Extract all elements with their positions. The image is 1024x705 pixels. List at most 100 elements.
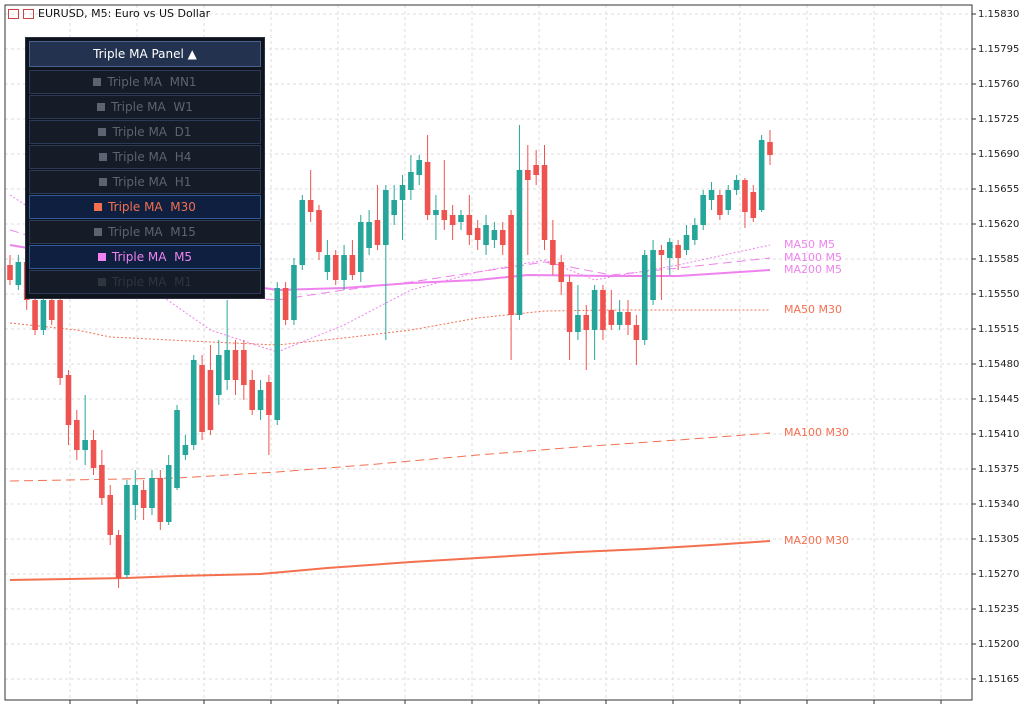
candle-body [357,222,364,272]
y-tick-label: 1.15165 [978,674,1019,685]
y-tick-label: 1.15200 [978,639,1019,650]
y-tick-label: 1.15235 [978,604,1019,615]
candle-body [307,200,314,212]
candle-body [266,382,272,415]
candle-body [324,255,331,272]
candle-body [65,375,72,425]
candle-body [633,325,640,340]
y-tick-label: 1.15830 [978,9,1019,20]
candle-body [316,210,322,252]
button-label: Triple MA H1 [112,175,192,189]
button-label: Triple MA M15 [108,225,196,239]
y-tick-label: 1.15760 [978,79,1019,90]
candle-body [666,242,673,258]
state-square [97,103,106,111]
timeframe-button[interactable]: Triple MA M5 [29,245,261,269]
candle-body [558,262,565,282]
state-square [98,153,107,161]
candle-body [525,170,531,180]
candle-body [458,215,464,222]
state-square [94,203,103,211]
y-tick-label: 1.15270 [978,569,1019,580]
candle-body [600,290,606,330]
candle-body [341,255,347,280]
candle-body [249,380,255,410]
y-tick-label: 1.15690 [978,149,1019,160]
candle-body [708,190,715,200]
candle-body [215,355,222,395]
candle-body [299,200,306,265]
candle-body [149,478,155,508]
candle-body [566,282,573,332]
ma-label: MA50 M30 [784,303,842,316]
candle-body [115,535,122,578]
timeframe-button[interactable]: Triple MA MN1 [29,70,261,94]
candle-body [583,315,590,330]
candle-body [99,465,105,498]
ma-label: MA100 M30 [784,426,849,439]
candle-body [291,265,297,320]
candle-body [499,230,506,245]
state-square [98,128,107,136]
candle-body [725,190,732,210]
button-label: Triple MA M1 [111,275,193,289]
candle-body [541,165,548,240]
panel-title-button[interactable]: Triple MA Panel ▲ [29,41,261,67]
y-tick-label: 1.15795 [978,44,1019,55]
timeframe-button[interactable]: Triple MA M30 [29,195,261,219]
candle-body [90,440,97,468]
ma-line [9,540,771,581]
candle-body [48,300,55,320]
symbol-title: EURUSD, M5: Euro vs US Dollar [38,7,211,20]
candle-body [7,265,13,280]
candle-body [199,365,205,432]
candle-body [107,495,114,535]
button-label: Triple MA H4 [112,150,192,164]
candle-body [241,350,247,385]
ma-line [9,309,770,346]
timeframe-button[interactable]: Triple MA M1 [29,270,261,294]
candle-body [165,465,172,522]
candle-body [332,255,339,280]
state-square [94,228,103,236]
candle-body [349,255,356,275]
candle-body [742,180,748,212]
candle-body [550,240,556,265]
candle-body [40,300,47,330]
candle-body [124,485,130,575]
candle-body [74,420,80,450]
ma-label: MA50 M5 [784,238,835,251]
candle-body [533,165,539,175]
timeframe-button[interactable]: Triple MA W1 [29,95,261,119]
candle-body [257,390,264,410]
candle-body [483,225,489,245]
timeframe-button[interactable]: Triple MA H1 [29,170,261,194]
candle-body [82,440,88,450]
ma-label: MA100 M5 [784,251,842,264]
candle-body [658,250,665,255]
symbol-header: EURUSD, M5: Euro vs US Dollar [8,7,210,20]
y-tick-label: 1.15375 [978,464,1019,475]
timeframe-button[interactable]: Triple MA M15 [29,220,261,244]
candle-body [466,215,473,235]
candle-body [399,185,406,200]
candle-body [591,290,598,330]
state-square [97,278,106,286]
ma-line [9,194,771,353]
candle-body [767,142,773,155]
candle-body [366,222,372,248]
y-tick-label: 1.15480 [978,359,1019,370]
y-tick-label: 1.15725 [978,114,1019,125]
candle-body [408,172,414,190]
y-tick-label: 1.15515 [978,324,1019,335]
y-tick-label: 1.15410 [978,429,1019,440]
candle-body [391,200,397,215]
candle-body [516,170,523,315]
y-tick-label: 1.15445 [978,394,1019,405]
candle-body [32,300,38,330]
timeframe-button[interactable]: Triple MA D1 [29,120,261,144]
timeframe-button[interactable]: Triple MA H4 [29,145,261,169]
candle-body [433,210,439,215]
